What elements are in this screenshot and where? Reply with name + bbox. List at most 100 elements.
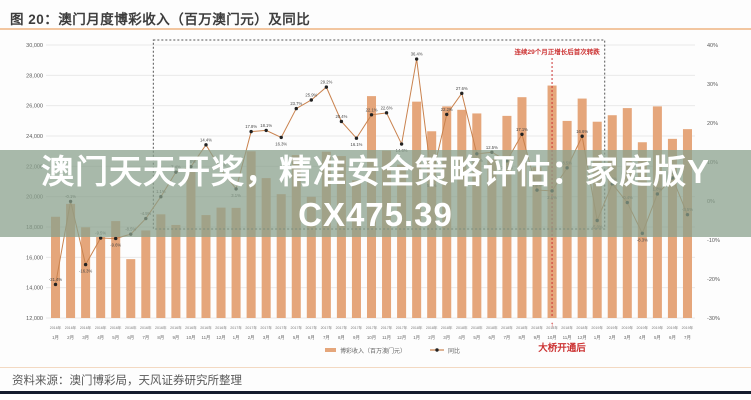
watermark-text: 澳门天天开奖，精准安全策略评估：家庭版YCX475.39 bbox=[40, 153, 710, 233]
data-point bbox=[399, 142, 404, 146]
bar bbox=[261, 178, 271, 318]
bar bbox=[141, 230, 151, 318]
chart-text: 17.1% bbox=[516, 127, 528, 132]
chart-text: 12月 bbox=[216, 335, 225, 341]
data-point bbox=[83, 262, 88, 267]
chart-text: 5月 bbox=[654, 335, 661, 341]
data-point bbox=[354, 136, 359, 140]
bar bbox=[231, 207, 241, 318]
chart-text: 5月 bbox=[112, 335, 119, 341]
chart-text: 7月 bbox=[503, 335, 510, 341]
chart-text: 2019年 bbox=[606, 325, 618, 330]
chart-text: 连续29个月正增长后首次转跌 bbox=[514, 47, 600, 56]
chart-text: 6月 bbox=[308, 335, 315, 341]
chart-text: 2017年 bbox=[306, 325, 318, 330]
chart-text: 23.7% bbox=[290, 101, 302, 106]
chart-text: 2018年 bbox=[471, 325, 483, 330]
chart-text: 40% bbox=[707, 43, 718, 49]
bar bbox=[51, 216, 61, 318]
chart-text: 2019年 bbox=[652, 325, 664, 330]
chart-text: 2017年 bbox=[321, 325, 333, 330]
chart-text: 26,000 bbox=[26, 104, 43, 110]
source-note: 资料来源：澳门博彩局，天风证券研究所整理 bbox=[12, 375, 242, 387]
chart-text: 2016年 bbox=[65, 325, 77, 330]
chart-text: 8月 bbox=[338, 335, 345, 341]
chart-text: 16.3% bbox=[275, 141, 287, 146]
data-point bbox=[339, 119, 344, 124]
chart-text: 12.5% bbox=[486, 145, 498, 150]
chart-text: 14,000 bbox=[26, 286, 43, 292]
data-point bbox=[324, 85, 329, 89]
data-point bbox=[264, 128, 268, 133]
data-point bbox=[204, 143, 208, 147]
chart-text: 16.6% bbox=[576, 129, 588, 134]
title-underline bbox=[0, 28, 751, 30]
chart-text: 22.2% bbox=[441, 107, 453, 112]
chart-text: 同比 bbox=[448, 347, 460, 355]
chart-text: -8.3% bbox=[637, 237, 648, 242]
chart-text: 20.4% bbox=[335, 114, 347, 119]
chart-text: 16,000 bbox=[26, 255, 43, 261]
chart-text: 5月 bbox=[293, 335, 300, 341]
chart-text: 22.6% bbox=[381, 105, 393, 110]
watermark-banner: 澳门天天开奖，精准安全策略评估：家庭版YCX475.39 bbox=[0, 150, 751, 237]
chart-text: 2月 bbox=[67, 335, 74, 341]
chart-text: 4月 bbox=[458, 335, 465, 341]
data-point bbox=[580, 134, 584, 138]
data-point bbox=[294, 106, 298, 111]
bar bbox=[532, 167, 542, 318]
chart-text: 7月 bbox=[684, 335, 691, 341]
chart-text: 24,000 bbox=[26, 134, 43, 140]
bar bbox=[487, 158, 497, 318]
chart-text: 12,000 bbox=[26, 316, 43, 322]
chart-text: 9月 bbox=[172, 335, 179, 341]
data-point bbox=[53, 282, 58, 287]
chart-text: 12月 bbox=[397, 335, 406, 341]
chart-text: 2019年 bbox=[682, 325, 694, 330]
chart-text: 3月 bbox=[624, 335, 631, 341]
chart-text: 11月 bbox=[382, 335, 391, 341]
chart-text: 20% bbox=[707, 121, 718, 127]
chart-text: 16.1% bbox=[351, 142, 363, 147]
data-point bbox=[445, 112, 449, 117]
chart-text: 10月 bbox=[186, 335, 195, 341]
chart-text: 3月 bbox=[263, 335, 270, 341]
data-point bbox=[369, 113, 374, 117]
chart-text: 7月 bbox=[323, 335, 330, 341]
chart-text: ↑ bbox=[550, 320, 554, 329]
bar bbox=[336, 156, 346, 318]
chart-text: 2016年 bbox=[215, 325, 227, 330]
chart-text: 2019年 bbox=[591, 325, 603, 330]
bar bbox=[156, 214, 166, 318]
data-point bbox=[279, 135, 283, 140]
data-point bbox=[384, 111, 389, 115]
chart-text: 2018年 bbox=[531, 325, 543, 330]
bar bbox=[216, 207, 226, 318]
chart-text: 2016年 bbox=[110, 325, 122, 330]
data-point bbox=[414, 57, 419, 61]
chart-text: 大桥开通后 bbox=[538, 342, 586, 354]
data-point bbox=[309, 98, 314, 102]
chart-text: 2018年 bbox=[441, 325, 453, 330]
chart-text: 2016年 bbox=[125, 325, 137, 330]
chart-text: 2017年 bbox=[381, 325, 393, 330]
bar bbox=[96, 237, 106, 318]
chart-text: 28,000 bbox=[26, 73, 43, 79]
footer-divider bbox=[0, 367, 751, 368]
chart-text: 8月 bbox=[157, 335, 164, 341]
chart-text: 1月 bbox=[594, 335, 601, 341]
chart-text: 2017年 bbox=[230, 325, 242, 330]
chart-text: 2016年 bbox=[50, 325, 62, 330]
bottom-border bbox=[0, 391, 751, 394]
bar bbox=[201, 215, 211, 318]
bar bbox=[81, 227, 91, 318]
chart-text: 9月 bbox=[534, 335, 541, 341]
data-point bbox=[249, 129, 253, 134]
chart-text: 12月 bbox=[578, 335, 587, 341]
chart-text: 2018年 bbox=[561, 325, 573, 330]
data-point bbox=[460, 91, 464, 96]
chart-text: 30,000 bbox=[26, 43, 43, 49]
chart-text: 1月 bbox=[413, 335, 420, 341]
chart-text: 2019年 bbox=[621, 325, 633, 330]
